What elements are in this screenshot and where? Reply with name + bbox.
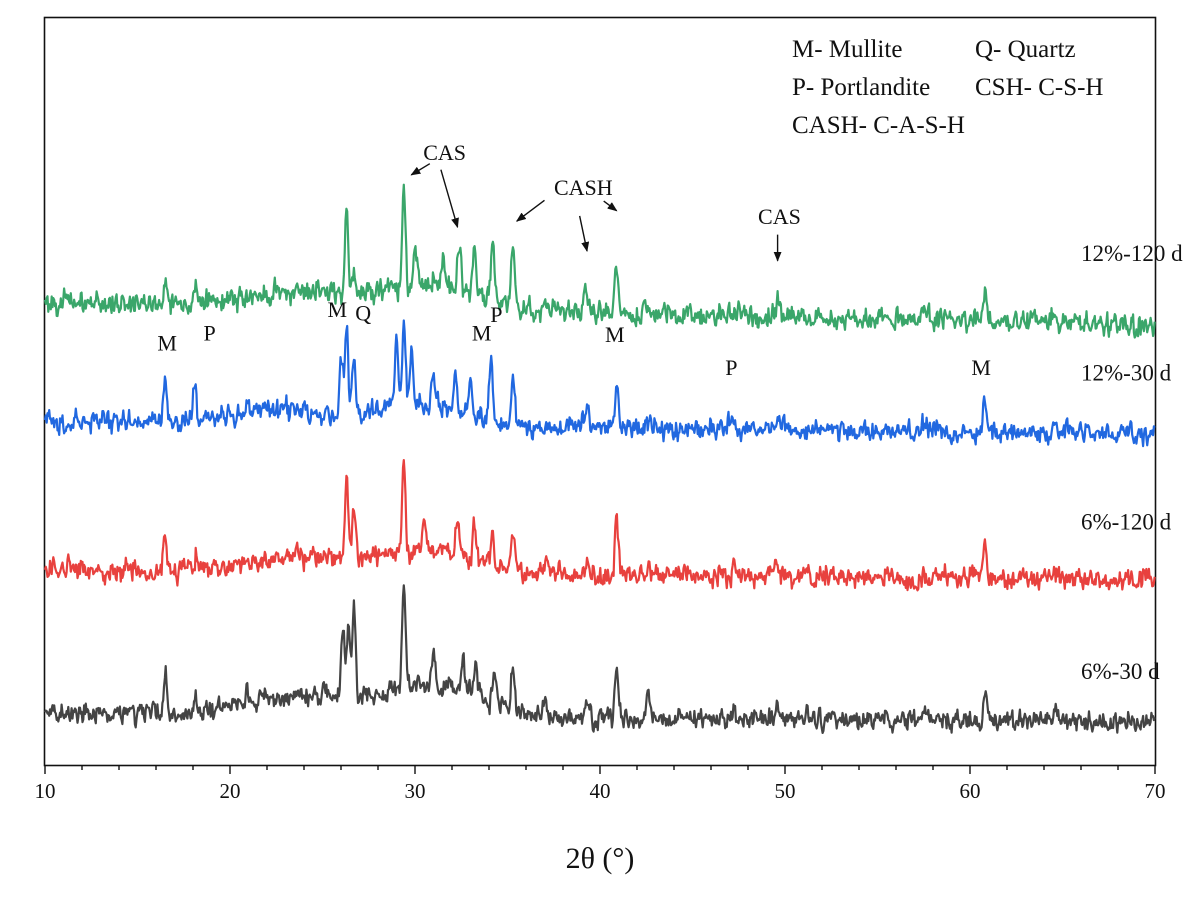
series-line-3 [43,459,1156,592]
plot-frame [43,16,1157,767]
peak-label-1: M [157,330,177,355]
peak-label-2: P [204,321,216,346]
series-label-4: 6%-30 d [1081,659,1160,684]
peak-label-4: Q [355,301,371,326]
peak-label-6: P [490,302,502,327]
peak-label-12: CAS [758,204,801,229]
x-tick-label: 30 [405,779,426,803]
x-tick-label: 50 [775,779,796,803]
series-line-2 [43,319,1156,448]
series-label-1: 12%-120 d [1081,241,1183,266]
legend-mullite: M- Mullite [792,36,902,63]
legend-portlandite: P- Portlandite [792,74,930,101]
peak-label-5: M [472,321,492,346]
x-tick-label: 70 [1145,779,1166,803]
annotation-arrows [410,163,782,262]
legend-quartz: Q- Quartz [975,36,1076,63]
peak-label-10: CAS [423,140,466,165]
annotation-arrow-5 [603,200,618,212]
legend-csh: CSH- C-S-H [975,74,1104,101]
series-label-2: 12%-30 d [1081,360,1172,385]
peak-label-11: CASH [554,175,613,200]
x-tick-label: 40 [590,779,611,803]
annotation-arrow-1 [410,163,431,176]
peak-label-7: M [605,322,625,347]
legend-cash: CASH- C-A-S-H [792,112,965,139]
annotation-arrow-3 [515,199,545,222]
series-layer [43,183,1156,735]
peak-label-9: M [971,355,991,380]
series-line-1 [43,183,1156,339]
annotation-arrow-2 [440,169,459,229]
peak-label-3: M [328,297,348,322]
x-tick-label: 60 [960,779,981,803]
series-labels: 12%-120 d 12%-30 d 6%-120 d 6%-30 d [1081,241,1183,684]
x-axis-title: 2θ (°) [566,842,635,875]
x-tick-label: 10 [35,779,56,803]
series-label-3: 6%-120 d [1081,510,1172,535]
legend: M- Mullite Q- Quartz P- Portlandite CSH-… [792,36,1104,139]
series-line-4 [44,584,1156,735]
peak-label-8: P [725,355,737,380]
x-tick-label: 20 [220,779,241,803]
annotation-arrow-4 [578,215,590,253]
x-axis: 10 20 30 40 50 60 70 [35,765,1166,803]
